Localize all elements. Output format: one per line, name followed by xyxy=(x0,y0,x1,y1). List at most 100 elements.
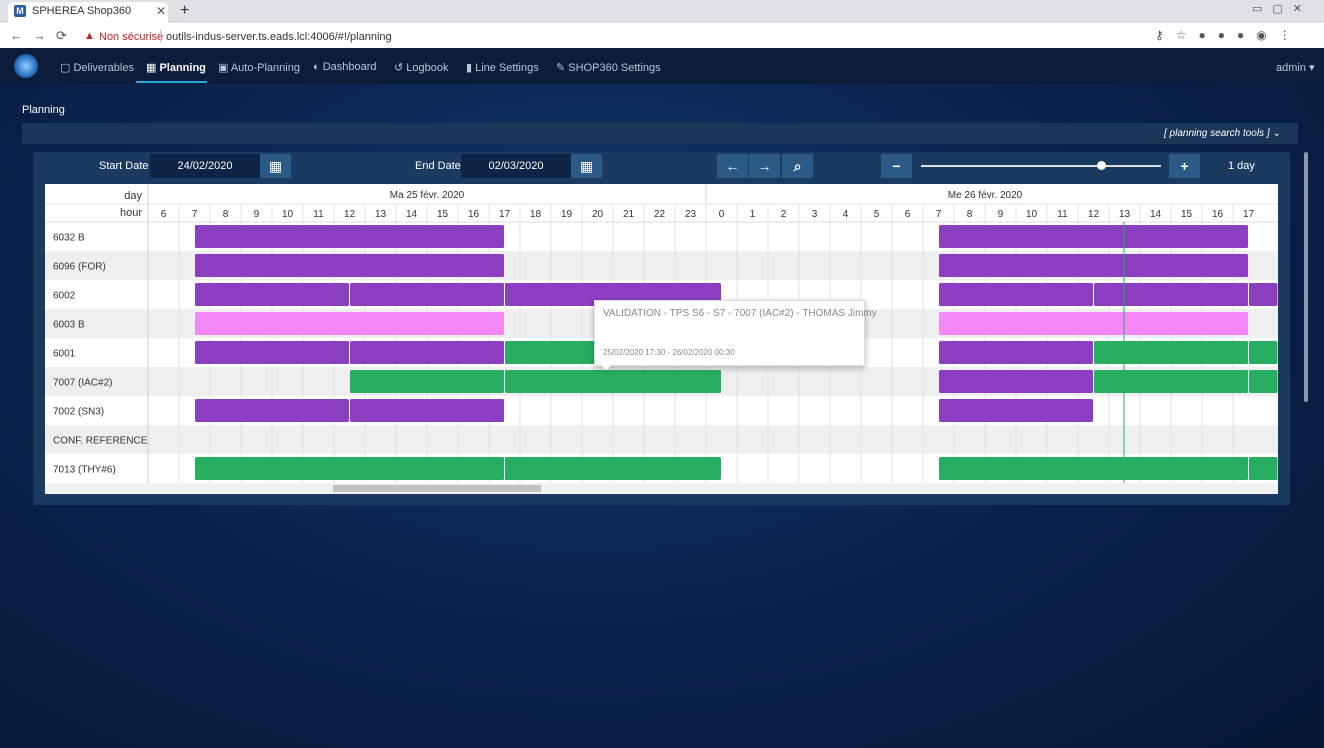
end-label: End Date xyxy=(415,160,461,172)
task-bar xyxy=(350,341,504,364)
day-label: Me 26 févr. 2020 xyxy=(948,190,1023,201)
browser-tab[interactable] xyxy=(8,2,168,23)
hour-header-label: hour xyxy=(120,207,142,219)
tab-close[interactable]: ✕ xyxy=(156,4,167,18)
nav-item[interactable]: ↺ Logbook xyxy=(394,61,449,74)
nav-label: Deliverables xyxy=(73,62,134,74)
zoom-out[interactable]: − xyxy=(881,154,912,178)
task-bar xyxy=(505,457,721,480)
prev-button[interactable]: ← xyxy=(717,154,748,178)
new-tab[interactable]: + xyxy=(180,2,190,19)
task-bar xyxy=(1249,370,1278,393)
favicon: M xyxy=(14,5,26,17)
separator xyxy=(160,29,161,43)
hour-label: 16 xyxy=(1212,209,1224,220)
task-bar xyxy=(939,254,1248,277)
page-scrollbar[interactable] xyxy=(1304,152,1308,402)
next-button[interactable]: → xyxy=(749,154,780,178)
task-bar xyxy=(195,225,504,248)
nav-label: Auto-Planning xyxy=(230,62,300,74)
task-bar xyxy=(1249,341,1278,364)
task-bar xyxy=(939,399,1093,422)
nav-label: Planning xyxy=(159,62,206,74)
zoom-in[interactable]: + xyxy=(1169,154,1200,178)
row-label: 7002 (SN3) xyxy=(53,407,104,418)
tooltip-arrow xyxy=(600,364,612,370)
task-bar xyxy=(195,399,349,422)
nav-item[interactable]: ▣ Auto-Planning xyxy=(218,61,300,74)
row-label: 7013 (THY#6) xyxy=(53,465,116,476)
hour-label: 0 xyxy=(719,209,725,220)
task-bar xyxy=(939,312,1248,335)
row-label: 7007 (IAC#2) xyxy=(53,378,112,389)
hour-label: 11 xyxy=(313,209,324,220)
row-label: 6003 B xyxy=(53,320,85,331)
hour-label: 7 xyxy=(192,209,198,220)
task-bar xyxy=(1094,341,1248,364)
nav-label: Dashboard xyxy=(322,61,377,73)
h-scroll-thumb[interactable] xyxy=(333,485,541,492)
end-calendar[interactable]: ▦ xyxy=(571,154,602,178)
nav-icon: ✎ xyxy=(556,62,569,74)
search-button[interactable]: ⌕ xyxy=(782,154,813,178)
nav-label: Logbook xyxy=(406,62,449,74)
task-bar xyxy=(1249,457,1278,480)
hour-label: 20 xyxy=(592,209,604,220)
hour-label: 8 xyxy=(223,209,229,220)
row-label: 6032 B xyxy=(53,233,85,244)
nav-item[interactable]: ▦ Planning xyxy=(146,61,206,74)
nav-label: SHOP360 Settings xyxy=(568,62,661,74)
hour-label: 13 xyxy=(375,209,387,220)
user-menu[interactable]: admin ▾ xyxy=(1276,62,1315,74)
row-bg xyxy=(45,425,1278,454)
nav-item[interactable]: ✎ SHOP360 Settings xyxy=(556,61,661,74)
hour-label: 8 xyxy=(967,209,973,220)
nav-icon: ▣ xyxy=(218,62,231,74)
task-bar xyxy=(195,457,504,480)
task-bar xyxy=(939,370,1093,393)
task-bar xyxy=(1094,283,1248,306)
hour-label: 18 xyxy=(530,209,542,220)
hour-label: 14 xyxy=(406,209,418,220)
window-controls[interactable]: ▭▢✕ xyxy=(1252,3,1313,15)
end-input[interactable]: 02/03/2020 xyxy=(461,154,571,178)
zoom-slider[interactable] xyxy=(921,165,1161,167)
tooltip-title: VALIDATION - TPS S6 - S7 - 7007 (IAC#2) … xyxy=(603,308,877,319)
task-bar xyxy=(350,283,504,306)
zoom-handle[interactable] xyxy=(1097,161,1106,170)
nav-item[interactable]: ▢ Deliverables xyxy=(60,61,134,74)
nav-label: Line Settings xyxy=(475,62,539,74)
task-bar xyxy=(939,341,1093,364)
page-title: Planning xyxy=(22,104,65,116)
task-bar xyxy=(350,399,504,422)
nav-icon: ▮ xyxy=(466,62,476,74)
nav-icon: ▢ xyxy=(60,62,74,74)
hour-label: 16 xyxy=(468,209,480,220)
address-bar xyxy=(0,23,1324,49)
hour-label: 12 xyxy=(344,209,356,220)
task-bar xyxy=(939,457,1248,480)
nav-item[interactable]: ◐ Dashboard xyxy=(313,61,377,73)
start-input[interactable]: 24/02/2020 xyxy=(150,154,260,178)
url[interactable]: outils-indus-server.ts.eads.lcl:4006/#!/… xyxy=(166,31,392,43)
hour-label: 10 xyxy=(282,209,294,220)
search-tools-toggle[interactable]: [ planning search tools ] ⌄ xyxy=(1164,128,1281,139)
hour-label: 6 xyxy=(161,209,167,220)
browser-icons[interactable]: ⚷☆●●●◉⋮ xyxy=(1155,28,1303,42)
hour-label: 9 xyxy=(254,209,260,220)
security-label: Non sécurisé xyxy=(99,31,164,43)
tooltip: VALIDATION - TPS S6 - S7 - 7007 (IAC#2) … xyxy=(594,300,877,366)
hour-label: 3 xyxy=(812,209,818,220)
start-calendar[interactable]: ▦ xyxy=(260,154,291,178)
task-bar xyxy=(939,225,1248,248)
nav-buttons[interactable]: ←→⟳ xyxy=(10,28,77,43)
nav-item[interactable]: ▮ Line Settings xyxy=(466,61,539,74)
hour-label: 23 xyxy=(685,209,697,220)
hour-label: 13 xyxy=(1119,209,1131,220)
app-logo[interactable] xyxy=(14,54,38,78)
hour-label: 10 xyxy=(1026,209,1038,220)
h-scroll-track xyxy=(45,483,1278,494)
task-bar xyxy=(195,254,504,277)
tab-title: SPHEREA Shop360 xyxy=(32,5,132,17)
